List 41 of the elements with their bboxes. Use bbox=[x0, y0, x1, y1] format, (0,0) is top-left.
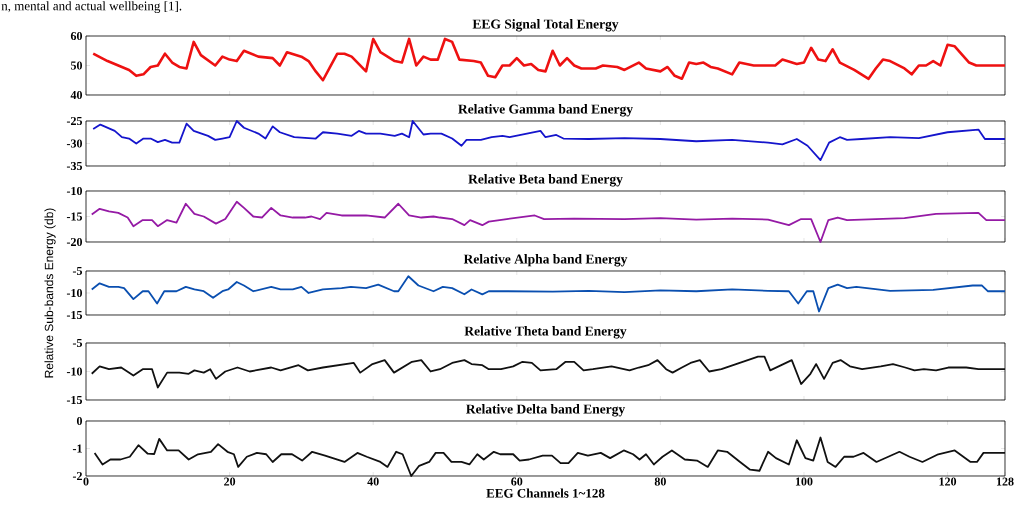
x-tick-label: 128 bbox=[996, 477, 1014, 486]
x-tick-label: 40 bbox=[367, 477, 379, 486]
y-tick-label: 40 bbox=[70, 90, 83, 100]
y-tick-label: -5 bbox=[72, 267, 83, 275]
y-tick-label: 0 bbox=[76, 416, 83, 426]
line-series bbox=[93, 436, 1006, 477]
x-tick-label: 60 bbox=[511, 477, 523, 486]
y-tick-label: -20 bbox=[66, 237, 83, 247]
y-tick-label: -10 bbox=[66, 288, 83, 298]
y-tick-label: -35 bbox=[66, 161, 83, 171]
line-series bbox=[90, 355, 1006, 389]
y-tick-label: -25 bbox=[66, 116, 83, 126]
y-tick-label: -2 bbox=[72, 472, 82, 480]
y-tick-label: -10 bbox=[66, 186, 83, 196]
chart-title: Relative Theta band Energy bbox=[464, 326, 627, 339]
x-tick-label: 20 bbox=[224, 477, 236, 486]
y-tick-label: -1 bbox=[72, 444, 82, 453]
y-tick-label: -5 bbox=[72, 339, 83, 347]
x-tick-label: 100 bbox=[795, 477, 813, 486]
y-tick-label: 60 bbox=[70, 31, 83, 41]
x-tick-label: 80 bbox=[654, 477, 666, 486]
y-tick-label: -15 bbox=[66, 310, 83, 320]
y-axis-title: Relative Sub-bands Energy (db) bbox=[44, 208, 56, 378]
chart-title: EEG Signal Total Energy bbox=[472, 19, 619, 32]
line-series bbox=[92, 120, 1006, 162]
x-tick-label: 0 bbox=[83, 477, 89, 486]
y-tick-label: -30 bbox=[66, 139, 83, 148]
line-series bbox=[91, 37, 1007, 82]
chart-title: Relative Beta band Energy bbox=[468, 174, 623, 187]
text: n, mental and actual wellbeing [1]. bbox=[1, 1, 182, 14]
y-tick-label: -15 bbox=[66, 395, 83, 405]
x-axis-title: EEG Channels 1~128 bbox=[486, 488, 605, 498]
chart-title: Relative Gamma band Energy bbox=[458, 104, 633, 117]
y-tick-label: -15 bbox=[66, 212, 83, 221]
y-tick-label: 50 bbox=[70, 61, 83, 70]
line-series bbox=[90, 200, 1006, 243]
chart-title: Relative Alpha band Energy bbox=[463, 254, 628, 267]
x-tick-label: 120 bbox=[939, 477, 957, 486]
line-series bbox=[90, 275, 1006, 313]
chart-title: Relative Delta band Energy bbox=[466, 404, 626, 417]
y-tick-label: -10 bbox=[66, 367, 83, 376]
